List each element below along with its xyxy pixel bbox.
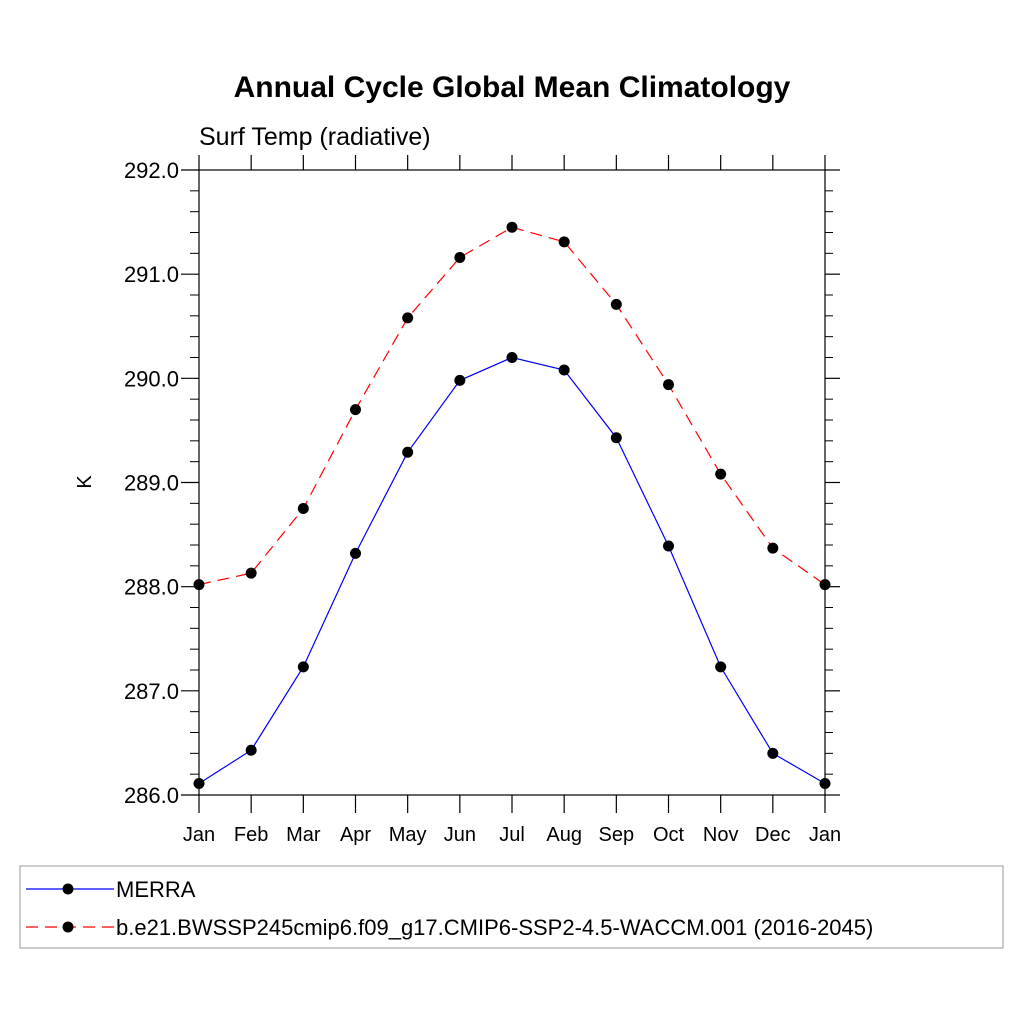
data-point xyxy=(245,744,257,756)
data-point xyxy=(297,503,309,515)
x-tick-label: Feb xyxy=(234,824,268,846)
series-line xyxy=(198,226,826,586)
legend-box xyxy=(19,865,1004,949)
x-tick-label: Oct xyxy=(653,824,685,846)
data-point xyxy=(454,252,466,263)
y-tick-label: 291.0 xyxy=(124,262,179,287)
x-tick-label: Apr xyxy=(340,824,371,846)
x-tick-label: Nov xyxy=(703,824,739,846)
series-line xyxy=(198,356,826,785)
legend-label: b.e21.BWSSP245cmip6.f09_g17.CMIP6-SSP2-4… xyxy=(116,915,873,940)
legend-label: MERRA xyxy=(116,877,196,902)
data-point xyxy=(767,747,779,759)
x-tick-label: Jan xyxy=(183,824,215,846)
data-point xyxy=(506,352,518,363)
x-tick-label: Sep xyxy=(599,824,635,846)
plot-frame xyxy=(198,169,826,796)
data-point xyxy=(350,404,361,416)
y-tick-label: 286.0 xyxy=(124,783,179,808)
data-point xyxy=(715,661,727,673)
y-tick-label: 288.0 xyxy=(124,575,179,600)
data-point xyxy=(297,661,309,673)
x-tick-label: Jun xyxy=(444,824,476,846)
data-point xyxy=(506,221,518,233)
series-layer xyxy=(193,221,831,790)
data-point xyxy=(610,432,622,444)
legend-marker xyxy=(62,883,74,895)
data-point xyxy=(663,540,674,552)
chart-subtitle: Surf Temp (radiative) xyxy=(199,123,431,151)
x-tick-label: Jul xyxy=(499,824,525,846)
data-point xyxy=(245,567,257,579)
legend-marker xyxy=(62,921,74,933)
data-point xyxy=(350,547,361,559)
data-point xyxy=(193,579,205,591)
data-point xyxy=(558,364,570,376)
x-tick-label: Jan xyxy=(809,824,841,846)
data-point xyxy=(610,298,622,310)
x-tick-label: Mar xyxy=(286,824,321,846)
data-point xyxy=(819,778,831,790)
data-point xyxy=(819,579,831,591)
data-point xyxy=(402,446,414,458)
chart-title: Annual Cycle Global Mean Climatology xyxy=(234,71,791,104)
data-point xyxy=(558,236,570,248)
data-point xyxy=(715,468,727,480)
data-point xyxy=(663,379,674,391)
x-tick-label: May xyxy=(389,824,427,846)
x-tick-label: Aug xyxy=(546,824,582,846)
y-tick-label: 287.0 xyxy=(124,679,179,704)
y-tick-label: 292.0 xyxy=(124,158,179,183)
y-axis-label: K xyxy=(74,475,96,489)
axis-ticks: 286.0 287.0 288.0 289.0 290.0 291.0 292.0 Jan Fe… xyxy=(124,155,841,846)
x-tick-label: Dec xyxy=(755,824,791,846)
data-point xyxy=(402,312,414,324)
legend: MERRA b.e21.BWSSP245cmip6.f09_g17.CMIP6-S… xyxy=(19,865,1004,949)
data-point xyxy=(193,778,205,790)
data-point xyxy=(454,374,466,386)
y-tick-label: 290.0 xyxy=(124,366,179,391)
y-tick-label: 289.0 xyxy=(124,471,179,496)
data-point xyxy=(767,542,779,554)
